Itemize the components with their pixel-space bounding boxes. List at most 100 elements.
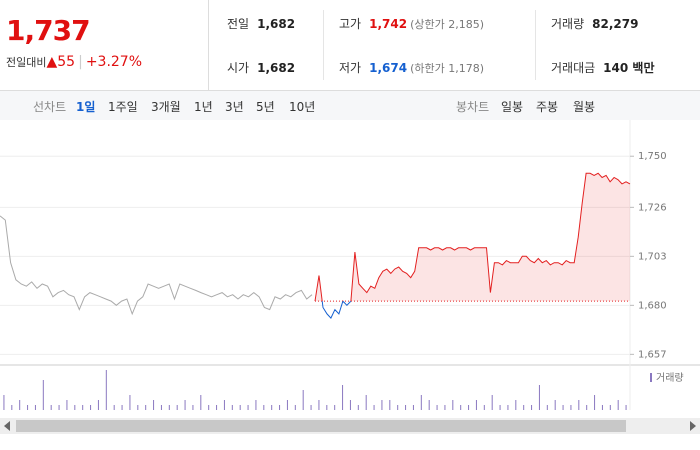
price-area bbox=[315, 173, 630, 302]
stat-label: 시가 bbox=[227, 61, 250, 75]
volume-bar bbox=[601, 405, 603, 410]
volume-bar bbox=[145, 405, 147, 410]
price-change: 전일대비▲55 | +3.27% bbox=[6, 54, 143, 70]
volume-bar bbox=[19, 400, 21, 410]
volume-bar bbox=[294, 405, 296, 410]
volume-bar bbox=[562, 405, 564, 410]
volume-bar bbox=[42, 380, 44, 410]
volume-bar bbox=[349, 400, 351, 410]
volume-bar bbox=[342, 385, 344, 410]
volume-bar bbox=[491, 395, 493, 410]
stat-label: 거래대금 bbox=[551, 61, 596, 75]
stat: 시가 1,682 bbox=[227, 59, 295, 76]
stats-grid: 전일 1,682 고가 1,742 (상한가 2,185) 거래량 82,279 시가 1,68… bbox=[209, 0, 700, 90]
volume-bar bbox=[420, 395, 422, 410]
volume-bar bbox=[255, 400, 257, 410]
volume-bar bbox=[50, 405, 52, 410]
volume-bar bbox=[468, 405, 470, 410]
y-tick-label: 1,726 bbox=[638, 202, 667, 213]
volume-bar bbox=[617, 400, 619, 410]
scroll-right[interactable] bbox=[690, 421, 696, 431]
volume-bar bbox=[82, 405, 84, 410]
volume-bar bbox=[507, 405, 509, 410]
volume-bar bbox=[137, 405, 139, 410]
volume-bar bbox=[531, 405, 533, 410]
volume-bar bbox=[334, 405, 336, 410]
period-tab[interactable]: 1주일 bbox=[108, 100, 138, 114]
stat: 저가 1,674 (하한가 1,178) bbox=[339, 59, 484, 76]
volume-bar bbox=[286, 400, 288, 410]
volume-bar bbox=[208, 405, 210, 410]
volume-bar bbox=[239, 405, 241, 410]
y-tick-label: 1,657 bbox=[638, 349, 667, 360]
stat-extra: (상한가 2,185) bbox=[410, 18, 484, 31]
volume-bar bbox=[570, 405, 572, 410]
candle-tab[interactable]: 월봉 bbox=[573, 100, 596, 114]
y-tick-label: 1,680 bbox=[638, 300, 667, 311]
volume-bar bbox=[271, 405, 273, 410]
volume-bar bbox=[223, 400, 225, 410]
volume-bar bbox=[263, 405, 265, 410]
volume-bar bbox=[460, 405, 462, 410]
change-percent: +3.27% bbox=[85, 54, 143, 70]
stat-label: 거래량 bbox=[551, 17, 585, 31]
volume-bar bbox=[381, 400, 383, 410]
legend-label: 거래량 bbox=[656, 372, 684, 384]
candle-tab[interactable]: 주봉 bbox=[536, 100, 559, 114]
period-tab[interactable]: 3년 bbox=[225, 100, 244, 114]
volume-bar bbox=[389, 400, 391, 410]
volume-bar bbox=[247, 405, 249, 410]
price-line bbox=[0, 215, 313, 316]
volume-bar bbox=[302, 390, 304, 410]
volume-bar bbox=[200, 395, 202, 410]
stat-label: 고가 bbox=[339, 17, 362, 31]
volume-bar bbox=[168, 405, 170, 410]
stat-value: 1,674 bbox=[369, 61, 408, 75]
divider bbox=[323, 10, 324, 80]
volume-bar bbox=[625, 405, 627, 410]
volume-bar bbox=[318, 400, 320, 410]
volume-bar bbox=[365, 395, 367, 410]
volume-bar bbox=[97, 400, 99, 410]
period-tab[interactable]: 10년 bbox=[289, 100, 316, 114]
volume-bar bbox=[66, 400, 68, 410]
volume-bar bbox=[594, 395, 596, 410]
volume-bar bbox=[554, 400, 556, 410]
volume-bar bbox=[452, 400, 454, 410]
volume-bar bbox=[357, 405, 359, 410]
stat-value: 1,682 bbox=[257, 17, 296, 31]
volume-bar bbox=[27, 405, 29, 410]
volume-bar bbox=[3, 395, 5, 410]
volume-bar bbox=[58, 405, 60, 410]
volume-bar bbox=[160, 405, 162, 410]
divider bbox=[535, 10, 536, 80]
scroll-left[interactable] bbox=[4, 421, 10, 431]
period-tab[interactable]: 1일 bbox=[76, 100, 96, 114]
period-tab[interactable]: 5년 bbox=[256, 100, 275, 114]
period-tab[interactable]: 1년 bbox=[194, 100, 213, 114]
price-line bbox=[314, 172, 631, 302]
stat-value: 1,742 bbox=[369, 17, 408, 31]
price-chart: 거래량 1,657 1,680 1,703 1,726 1,750 bbox=[0, 120, 700, 450]
volume-bar bbox=[546, 405, 548, 410]
stat: 전일 1,682 bbox=[227, 15, 295, 32]
volume-bar bbox=[578, 400, 580, 410]
volume-bar bbox=[176, 405, 178, 410]
stat: 거래량 82,279 bbox=[551, 15, 638, 32]
change-label: 전일대비 bbox=[6, 56, 47, 69]
volume-bar bbox=[538, 385, 540, 410]
candle-tab[interactable]: 일봉 bbox=[501, 100, 524, 114]
scrollbar-thumb[interactable] bbox=[16, 420, 626, 432]
period-tab[interactable]: 3개월 bbox=[151, 100, 181, 114]
volume-bar bbox=[231, 405, 233, 410]
volume-bar bbox=[444, 405, 446, 410]
tab-header: 선차트 bbox=[33, 100, 67, 114]
volume-bar bbox=[310, 405, 312, 410]
legend-swatch bbox=[650, 373, 652, 382]
quote-box: 1,737 전일대비▲55 | +3.27% bbox=[0, 0, 209, 90]
volume-bar bbox=[90, 405, 92, 410]
volume-bar bbox=[113, 405, 115, 410]
volume-bar bbox=[412, 405, 414, 410]
stat-label: 전일 bbox=[227, 17, 250, 31]
